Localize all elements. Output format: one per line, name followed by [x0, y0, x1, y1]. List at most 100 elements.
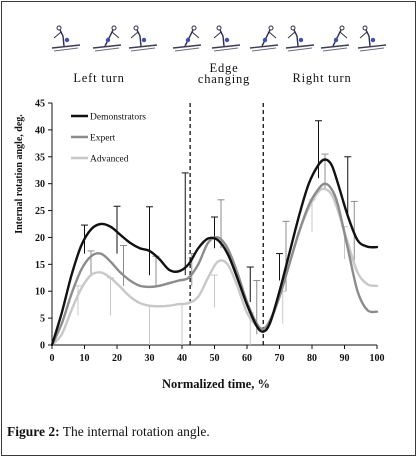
y-tick-label: 25 — [35, 206, 45, 217]
head-icon — [362, 25, 368, 31]
marker-dot-icon — [105, 37, 111, 43]
head-icon — [56, 25, 62, 31]
marker-dot-icon — [298, 37, 304, 43]
ski-icon — [130, 47, 156, 52]
skier-icon — [51, 25, 81, 52]
marker-dot-icon — [141, 37, 147, 43]
ski-icon — [249, 44, 279, 49]
torso-icon — [219, 29, 224, 37]
y-tick-label: 15 — [35, 260, 45, 271]
torso-icon — [337, 29, 342, 37]
series-line-expert — [50, 182, 379, 347]
figure-caption: Figure 2: The internal rotation angle. — [7, 424, 210, 440]
ski-icon — [51, 44, 81, 49]
series-line-advanced — [50, 187, 379, 347]
torso-icon — [293, 29, 298, 37]
legend-label: Demonstrators — [90, 113, 146, 123]
y-axis-title: Internal rotation angle, deg. — [14, 114, 25, 234]
ski-icon — [285, 44, 315, 49]
y-tick-label: 35 — [35, 152, 45, 163]
skier-icon — [92, 25, 122, 52]
x-tick-label: 30 — [145, 353, 155, 364]
x-tick-label: 100 — [370, 353, 385, 364]
chart: Left turn Edge changing Right turn Inter… — [14, 25, 387, 391]
ski-icon — [94, 47, 120, 52]
torso-icon — [189, 29, 194, 37]
y-tick-label: 5 — [40, 314, 45, 325]
ski-icon — [251, 47, 277, 52]
torso-icon — [266, 29, 271, 37]
x-tick-label: 60 — [242, 353, 252, 364]
pole-icon — [191, 31, 200, 39]
ski-icon — [287, 47, 313, 52]
y-tick-label: 0 — [40, 341, 45, 352]
y-tick-label: 45 — [35, 99, 45, 110]
torso-icon — [365, 29, 370, 37]
head-icon — [111, 25, 117, 31]
x-tick-label: 10 — [80, 353, 90, 364]
pole-icon — [359, 31, 368, 39]
marker-dot-icon — [185, 37, 191, 43]
ski-icon — [322, 47, 348, 52]
pole-icon — [130, 31, 139, 39]
leg-icon — [62, 35, 65, 47]
y-tick-label: 20 — [35, 233, 45, 244]
ski-icon — [320, 44, 350, 49]
legend-label: Advanced — [90, 155, 129, 165]
y-tick-label: 30 — [35, 179, 45, 190]
ski-icon — [172, 44, 202, 49]
x-tick-label: 70 — [275, 353, 285, 364]
phase-label-middle-line2: changing — [198, 72, 250, 86]
leg-icon — [368, 35, 371, 47]
torso-icon — [59, 29, 64, 37]
phase-label-right: Right turn — [292, 71, 351, 85]
skier-pictograms — [51, 25, 387, 52]
marker-dot-icon — [262, 37, 268, 43]
skier-icon — [285, 25, 315, 52]
skier-icon — [249, 25, 279, 52]
head-icon — [191, 25, 197, 31]
torso-icon — [136, 29, 141, 37]
x-axis-title: Normalized time, % — [162, 377, 270, 391]
marker-dot-icon — [64, 37, 70, 43]
legend: Demonstrators Expert Advanced — [71, 113, 146, 165]
leg-icon — [139, 35, 142, 47]
phase-label-left: Left turn — [73, 71, 124, 85]
x-tick-label: 90 — [340, 353, 350, 364]
leg-icon — [222, 35, 225, 47]
phase-label-middle-line1: Edge — [210, 61, 239, 75]
skier-icon — [357, 25, 387, 52]
ski-icon — [92, 44, 122, 49]
head-icon — [133, 25, 139, 31]
leg-icon — [296, 35, 299, 47]
x-tick-label: 80 — [307, 353, 317, 364]
ski-icon — [128, 44, 158, 49]
y-tick-label: 40 — [35, 125, 45, 136]
ski-icon — [211, 44, 241, 49]
ski-icon — [357, 44, 387, 49]
plot-area: 0 5 10 15 20 25 30 35 40 45 0 10 20 30 40 50 60 70 80 90 100… — [35, 99, 385, 365]
x-tick-label: 20 — [112, 353, 122, 364]
legend-label: Expert — [90, 134, 116, 144]
marker-dot-icon — [370, 37, 376, 43]
pole-icon — [213, 31, 222, 39]
caption-text: The internal rotation angle. — [59, 424, 210, 439]
marker-dot-icon — [333, 37, 339, 43]
pole-icon — [111, 31, 120, 39]
x-tick-label: 0 — [50, 353, 55, 364]
skier-icon — [320, 25, 350, 52]
skier-icon — [211, 25, 241, 52]
head-icon — [216, 25, 222, 31]
x-tick-label: 40 — [177, 353, 187, 364]
ski-icon — [174, 47, 200, 52]
skier-icon — [172, 25, 202, 52]
pole-icon — [268, 31, 277, 39]
torso-icon — [109, 29, 114, 37]
head-icon — [268, 25, 274, 31]
caption-label: Figure 2: — [7, 424, 60, 439]
head-icon — [290, 25, 296, 31]
ski-icon — [53, 47, 79, 52]
series-line-demonstrators — [50, 158, 379, 347]
ski-icon — [359, 47, 385, 52]
